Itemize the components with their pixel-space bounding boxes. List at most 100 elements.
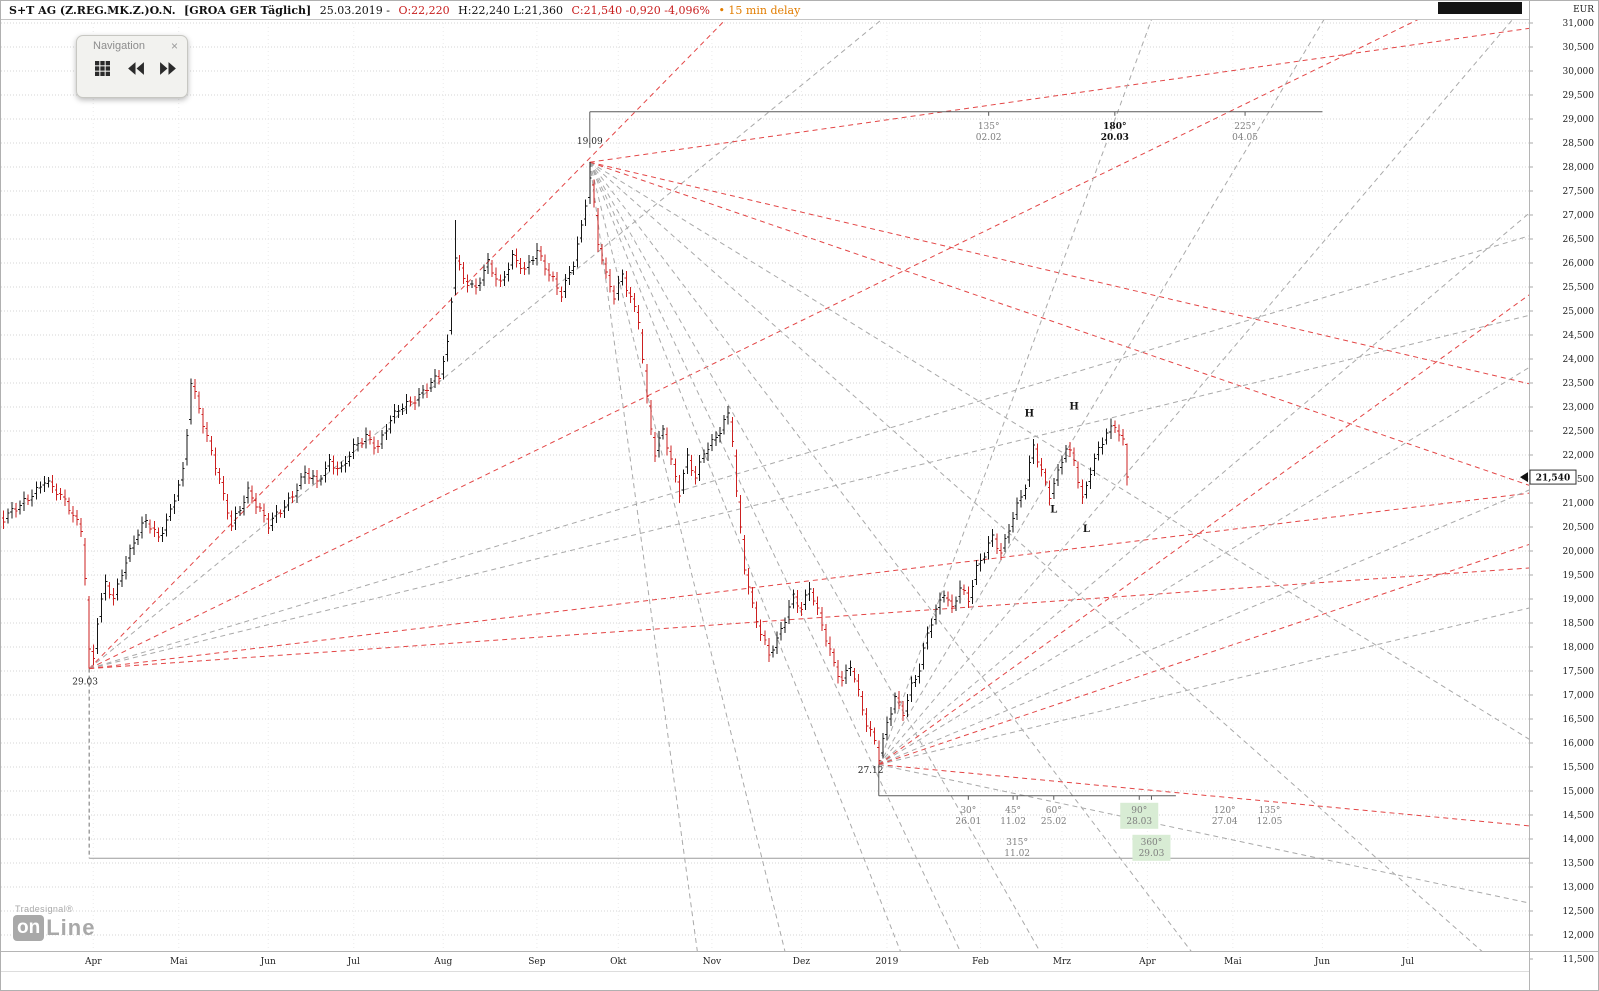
ohlc-bar [844, 664, 849, 684]
time-axis[interactable]: Apr Mai Jun Jul Aug Sep Okt Nov Dez 2019 Feb Mrz Apr… [1, 951, 1599, 991]
ohlc-bar [1051, 477, 1056, 500]
ohlc-bar [824, 624, 828, 647]
ohlc-bar [840, 671, 844, 687]
ohlc-bar [400, 403, 405, 415]
quote-close-change: C:21,540 -0,920 -4,096% [571, 4, 710, 17]
price-tick-label: 13,500 [1563, 859, 1595, 869]
cycle-degree-label: 90° [1131, 806, 1147, 816]
ohlc-bar [58, 487, 63, 500]
price-axis[interactable]: EUR 31,000 30,500 30,000 29,500 29,000 28,500 2… [1529, 1, 1599, 991]
price-tick-label: 21,500 [1563, 475, 1595, 485]
ohlc-bar [860, 690, 865, 716]
ohlc-bar [701, 449, 706, 463]
ohlc-bar [339, 461, 344, 473]
ohlc-bar [1031, 439, 1036, 465]
navigation-panel[interactable]: Navigation × [76, 35, 188, 98]
ohlc-bar [1043, 468, 1048, 486]
price-tick-label: 17,000 [1563, 691, 1595, 701]
cycle-date-label: 25.02 [1041, 817, 1067, 827]
ohlc-bar [559, 286, 564, 302]
ohlc-bar [250, 485, 254, 504]
ohlc-bar [689, 454, 694, 476]
pivot-label: 29.03 [72, 677, 98, 687]
month-tick-label: Mai [170, 957, 188, 967]
ohlc-bar [461, 262, 466, 285]
ohlc-bar [441, 355, 446, 380]
cycle-date-label: 11.02 [1000, 817, 1026, 827]
ohlc-bar [433, 369, 437, 388]
price-tick-label: 31,000 [1563, 19, 1595, 29]
ohlc-bar [351, 438, 356, 460]
ohlc-bar [193, 379, 197, 399]
ohlc-bar [799, 601, 804, 616]
ohlc-bar [1104, 428, 1109, 445]
ohlc-bar [543, 254, 547, 276]
ohlc-bar [726, 405, 730, 425]
rewind-button[interactable] [122, 59, 148, 81]
ohlc-bar [685, 447, 690, 475]
forward-button[interactable] [155, 59, 181, 81]
ohlc-bar [1047, 480, 1052, 506]
month-tick-label: Feb [972, 957, 989, 967]
gann-ray [589, 162, 901, 951]
ohlc-bar [246, 481, 250, 504]
gann-ray [589, 161, 1529, 740]
swing-low-label: L [1050, 505, 1057, 516]
ohlc-bar [522, 261, 527, 276]
ohlc-bar [738, 495, 743, 534]
ohlc-bar [592, 179, 596, 208]
ohlc-bar [1023, 484, 1028, 500]
ohlc-bar [962, 584, 967, 596]
ohlc-bar [832, 648, 836, 667]
logo-line-text: Line [46, 915, 96, 940]
ohlc-bar [1027, 455, 1032, 487]
ohlc-bar [632, 293, 637, 313]
gann-ray [878, 19, 1325, 765]
ohlc-bar [779, 622, 783, 641]
price-tick-label: 14,500 [1563, 811, 1595, 821]
ohlc-bar [954, 596, 958, 611]
ohlc-bar [111, 588, 116, 606]
price-tick-label: 19,500 [1563, 571, 1595, 581]
ohlc-bar [905, 694, 910, 718]
ohlc-bar [347, 451, 352, 467]
ohlc-bar [608, 269, 612, 293]
ohlc-bar [1084, 481, 1089, 499]
ohlc-bar [335, 461, 340, 476]
ohlc-bar [453, 219, 458, 295]
ohlc-bar [746, 567, 751, 595]
ohlc-bar [388, 415, 393, 434]
ohlc-bar [815, 596, 820, 616]
month-tick-label: Okt [610, 957, 627, 967]
gann-ray [589, 161, 1192, 951]
ohlc-bar [990, 528, 995, 548]
ohlc-bar [925, 626, 930, 650]
ohlc-bar [160, 527, 165, 542]
gann-ray [878, 489, 1529, 766]
ohlc-bar [18, 500, 22, 515]
ohlc-bar [124, 556, 128, 580]
close-icon[interactable]: × [170, 39, 178, 53]
ohlc-bar [848, 660, 853, 676]
ohlc-bar [233, 506, 238, 531]
ohlc-bar [465, 274, 470, 293]
ohlc-bar [697, 454, 702, 482]
ohlc-bar [99, 592, 104, 623]
collapsed-panel-bar[interactable] [1438, 2, 1522, 14]
ohlc-bar [307, 467, 311, 484]
pivot-label: 27.12 [858, 766, 884, 776]
ohlc-bar [144, 513, 148, 529]
ohlc-bar [225, 494, 230, 520]
gann-ray [589, 161, 1041, 951]
ohlc-bar [392, 404, 397, 424]
ohlc-bar [636, 305, 641, 330]
ohlc-bar [152, 521, 157, 537]
grid-view-button[interactable] [89, 59, 115, 81]
ohlc-bar [783, 617, 787, 633]
ohlc-bar [266, 513, 271, 534]
plot-area[interactable] [1, 9, 1567, 991]
ohlc-bar [758, 619, 763, 642]
ohlc-bar [384, 424, 389, 441]
ohlc-bar [588, 162, 592, 205]
